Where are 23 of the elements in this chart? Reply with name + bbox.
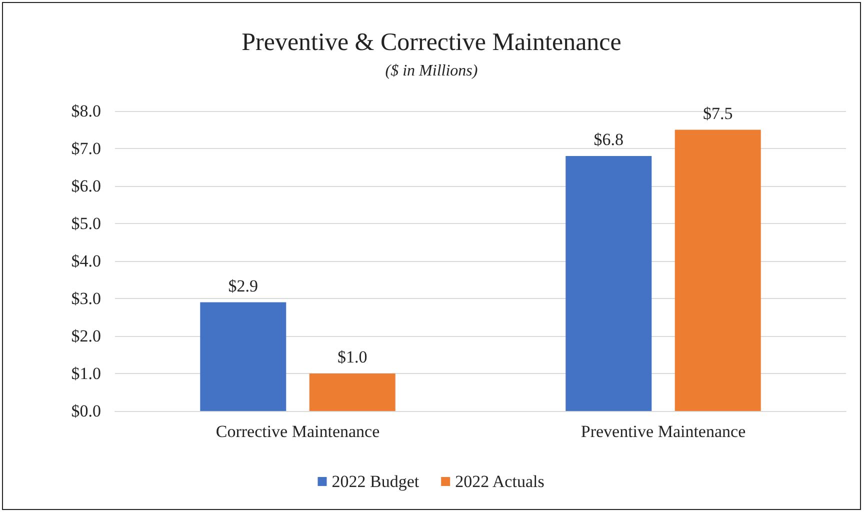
data-label: $7.5	[702, 104, 733, 123]
y-tick-label: $8.0	[71, 102, 101, 120]
y-tick-label: $6.0	[71, 176, 101, 196]
y-tick-label: $7.0	[71, 139, 101, 158]
data-label: $1.0	[337, 348, 368, 366]
legend-label: 2022 Actuals	[455, 472, 544, 491]
bar	[200, 302, 286, 411]
y-tick-label: $0.0	[71, 402, 101, 420]
bar	[566, 156, 652, 411]
y-tick-label: $1.0	[71, 364, 101, 383]
bar	[674, 130, 761, 411]
data-label: $6.8	[594, 130, 624, 149]
chart-subtitle: ($ in Millions)	[385, 62, 478, 80]
chart-title: Preventive & Corrective Maintenance	[242, 29, 622, 56]
y-tick-label: $3.0	[71, 289, 101, 308]
x-tick-label: Corrective Maintenance	[216, 422, 380, 441]
y-tick-label: $4.0	[71, 252, 101, 270]
bar	[309, 374, 396, 411]
y-tick-label: $2.0	[71, 326, 101, 346]
data-label: $2.9	[228, 276, 258, 296]
legend-label: 2022 Budget	[332, 472, 420, 491]
x-tick-label: Preventive Maintenance	[580, 422, 746, 441]
y-tick-label: $5.0	[71, 214, 101, 233]
